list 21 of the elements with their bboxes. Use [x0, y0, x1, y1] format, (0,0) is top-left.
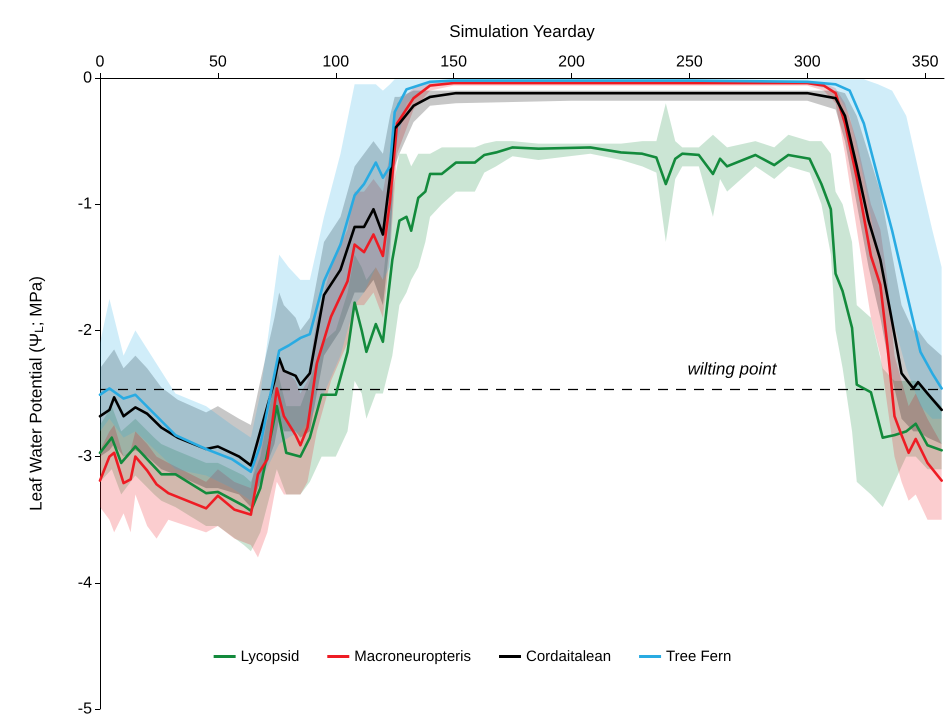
legend-label: Cordaitalean [526, 648, 612, 665]
y-axis-title: Leaf Water Potential (ΨL; MPa) [26, 276, 46, 511]
y-tick-label: -2 [78, 322, 92, 339]
x-tick-label: 50 [208, 54, 227, 70]
x-tick-label: 0 [96, 54, 105, 70]
x-axis-title: Simulation Yearday [449, 22, 596, 41]
ref-line-label: wilting point [688, 360, 778, 379]
x-tick-label: 200 [558, 54, 585, 70]
x-tick-label: 150 [440, 54, 468, 70]
legend-label: Lycopsid [240, 648, 300, 665]
x-tick-label: 350 [912, 54, 939, 70]
legend-label: Tree Fern [666, 648, 732, 665]
y-tick-label: -5 [78, 700, 92, 718]
y-tick-label: -3 [78, 448, 92, 466]
y-tick-label: -1 [78, 196, 92, 213]
x-tick-label: 100 [322, 54, 350, 70]
x-tick-label: 300 [794, 54, 821, 70]
legend-label: Macroneuropteris [354, 648, 472, 665]
y-tick-label: 0 [83, 70, 92, 86]
y-tick-label: -4 [78, 574, 92, 592]
x-tick-label: 250 [676, 54, 703, 70]
